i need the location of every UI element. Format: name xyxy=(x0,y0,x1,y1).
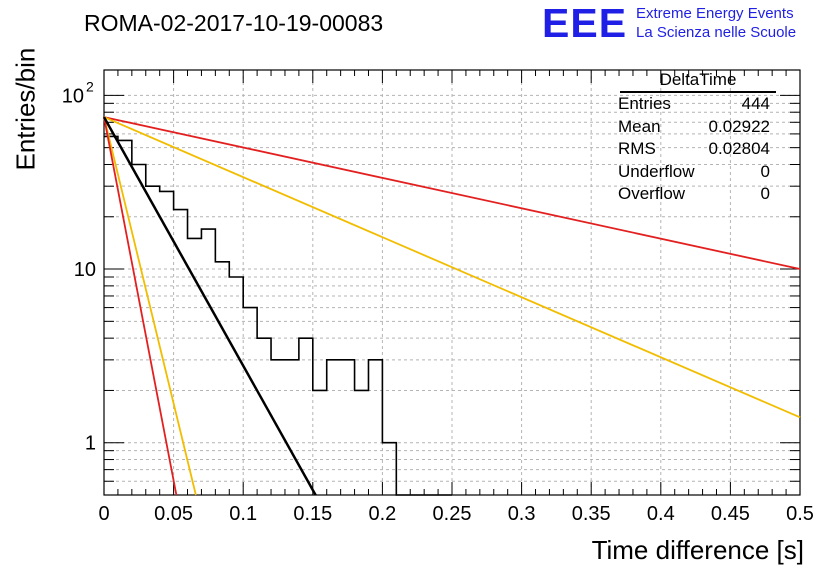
stats-value: 0 xyxy=(760,184,770,203)
x-tick-label: 0.25 xyxy=(433,503,472,525)
x-tick-label: 0 xyxy=(98,503,109,525)
stats-label: RMS xyxy=(618,139,656,158)
x-tick-label: 0.5 xyxy=(786,503,814,525)
fit-curve xyxy=(103,116,801,270)
x-tick-label: 0.1 xyxy=(229,503,257,525)
y-tick-exponent: 2 xyxy=(86,78,94,94)
run-title: ROMA-02-2017-10-19-00083 xyxy=(84,10,384,36)
stats-box: DeltaTime Entries 444 Mean 0.02922 RMS 0.02… xyxy=(612,69,778,206)
y-axis-label: Entries/bin xyxy=(10,47,41,171)
fit-curve xyxy=(102,116,317,496)
stats-row: Underflow 0 xyxy=(612,161,778,184)
stats-value: 0.02922 xyxy=(708,116,770,136)
x-tick-label: 0.05 xyxy=(154,503,193,525)
stats-row: Mean 0.02922 xyxy=(612,116,778,139)
stats-row: RMS 0.02804 xyxy=(612,138,778,161)
x-tick-label: 0.45 xyxy=(711,503,750,525)
logo-line-1: Extreme Energy Events xyxy=(636,5,794,22)
x-tick-label: 0.15 xyxy=(293,503,332,525)
y-tick-label: 10 xyxy=(74,259,96,281)
y-tick-label: 1 xyxy=(85,433,96,455)
fit-curve xyxy=(103,116,178,496)
logo-line-2: La Scienza nelle Scuole xyxy=(636,24,797,41)
x-tick-label: 0.2 xyxy=(368,503,396,525)
stats-value: 444 xyxy=(741,94,770,113)
stats-label: Underflow xyxy=(618,161,695,181)
histogram-series xyxy=(104,135,452,496)
stats-label: Mean xyxy=(618,116,661,136)
stats-value: 0.02804 xyxy=(708,139,770,158)
stats-row: Entries 444 xyxy=(612,93,778,116)
stats-value: 0 xyxy=(760,161,770,181)
fit-curve xyxy=(103,116,801,419)
stats-row: Overflow 0 xyxy=(612,183,778,206)
x-tick-label: 0.3 xyxy=(508,503,536,525)
stats-title: DeltaTime xyxy=(620,69,776,93)
x-tick-label: 0.35 xyxy=(572,503,611,525)
y-tick-label: 10 xyxy=(62,85,84,107)
eee-logo: EEE xyxy=(542,0,628,46)
x-tick-label: 0.4 xyxy=(647,503,675,525)
stats-label: Entries xyxy=(618,94,671,113)
fit-curve xyxy=(103,116,197,496)
x-axis-label: Time difference [s] xyxy=(591,535,804,565)
stats-label: Overflow xyxy=(618,184,686,203)
